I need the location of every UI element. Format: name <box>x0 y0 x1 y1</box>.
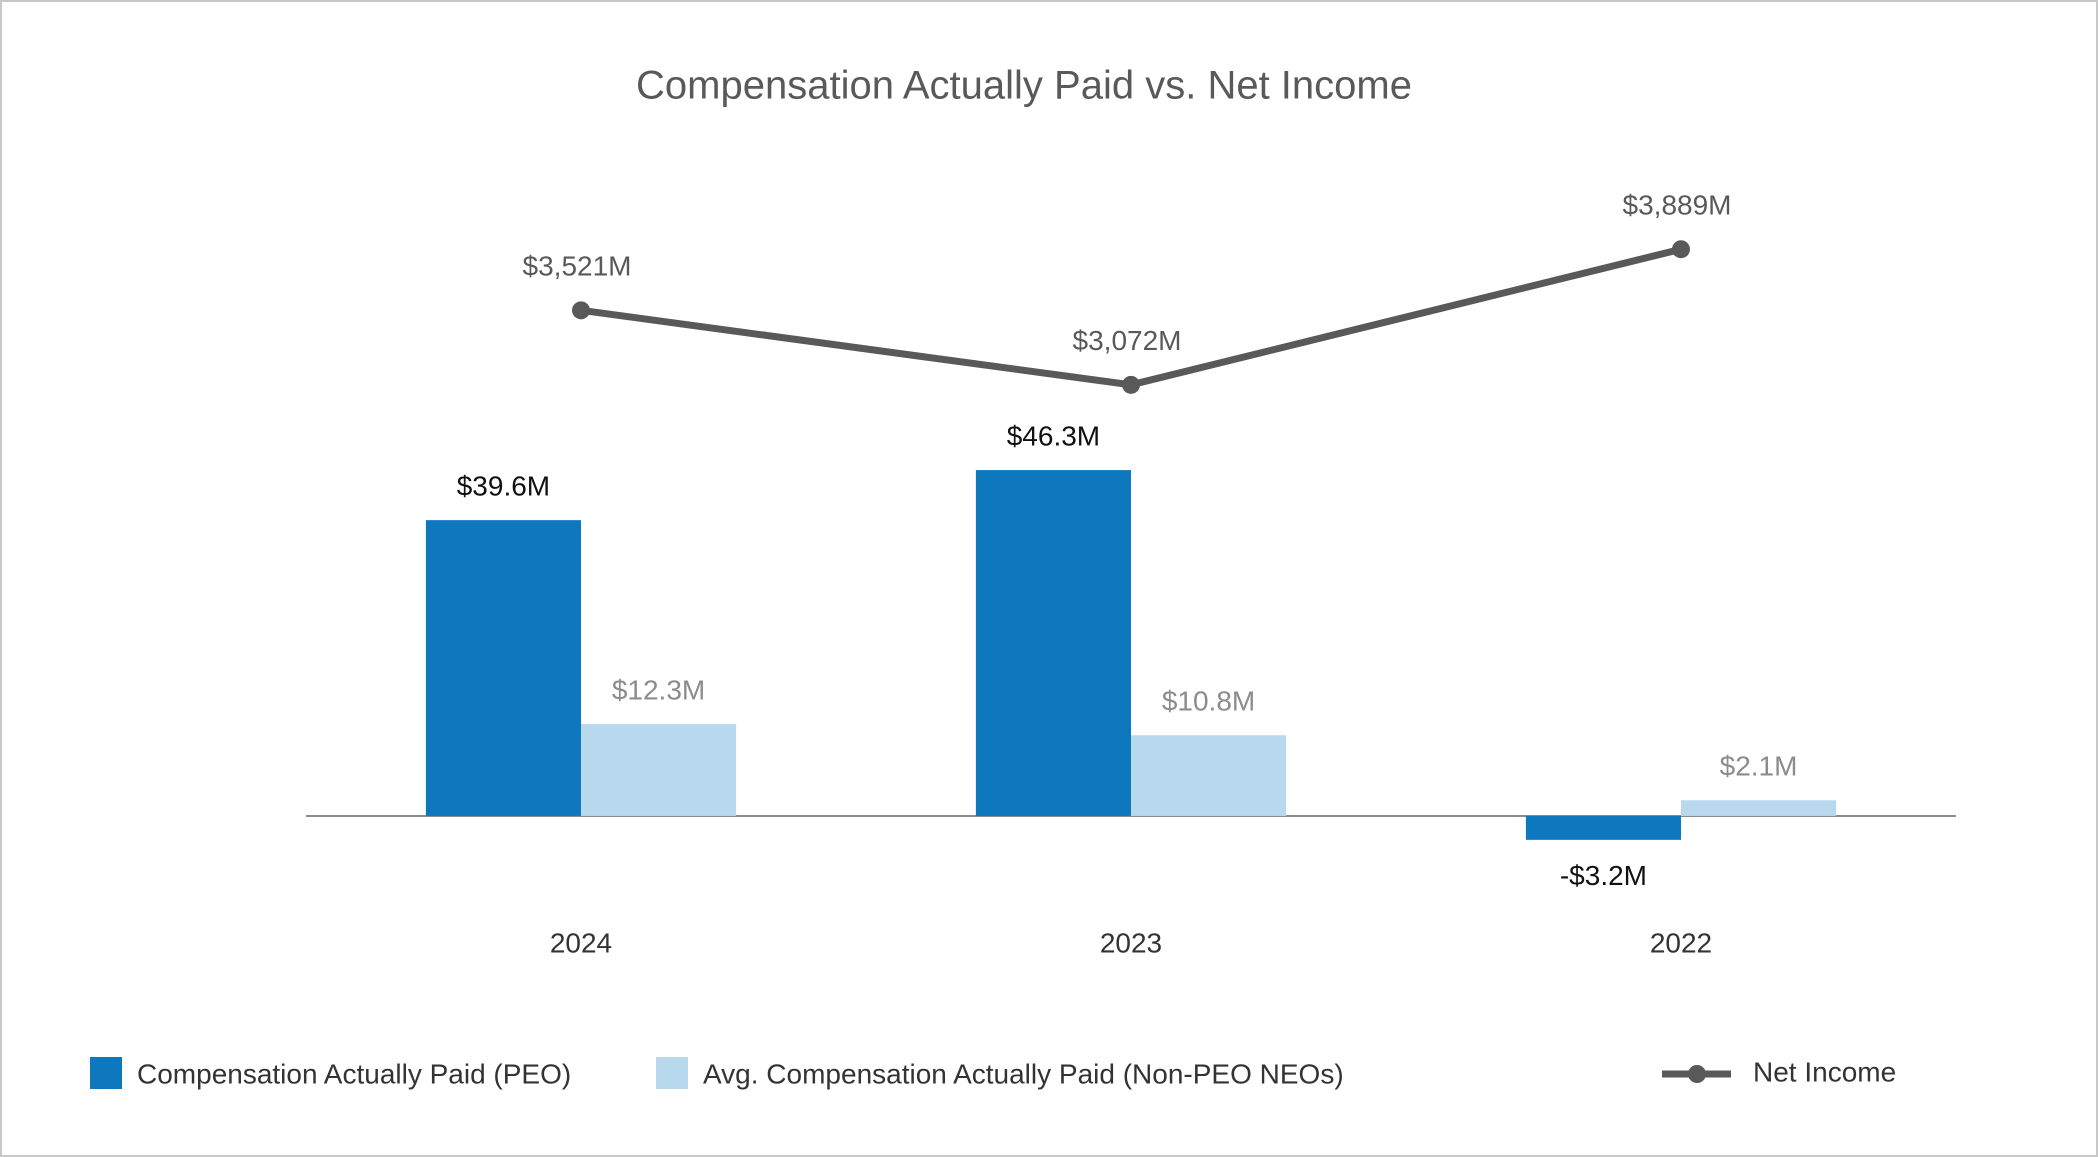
line-marker <box>1672 240 1690 259</box>
bar <box>975 470 1131 816</box>
data-label: $3,521M <box>523 251 632 282</box>
legend-label: Net Income <box>1753 1056 1896 1087</box>
bar <box>425 520 581 816</box>
data-label: $12.3M <box>612 674 705 705</box>
data-label: $39.6M <box>457 471 550 502</box>
chart-title: Compensation Actually Paid vs. Net Incom… <box>636 64 1412 108</box>
bar <box>1525 815 1681 840</box>
bar <box>581 724 737 816</box>
data-label: $2.1M <box>1720 751 1798 782</box>
legend-label: Compensation Actually Paid (PEO) <box>137 1058 571 1089</box>
x-tick-label: 2024 <box>550 927 612 958</box>
bar <box>1131 735 1287 816</box>
data-label: $10.8M <box>1162 686 1255 717</box>
line-marker <box>1122 375 1140 394</box>
x-tick-label: 2022 <box>1650 927 1712 958</box>
legend-swatch <box>90 1057 122 1089</box>
data-label: $46.3M <box>1007 420 1100 451</box>
x-tick-label: 2023 <box>1100 927 1162 958</box>
legend-marker <box>1688 1065 1706 1083</box>
data-label: -$3.2M <box>1560 860 1647 891</box>
bar <box>1681 800 1837 816</box>
data-label: $3,889M <box>1623 190 1732 221</box>
legend-label: Avg. Compensation Actually Paid (Non-PEO… <box>703 1058 1344 1089</box>
line-marker <box>572 301 590 320</box>
legend-swatch <box>656 1057 688 1089</box>
data-label: $3,072M <box>1073 325 1182 356</box>
